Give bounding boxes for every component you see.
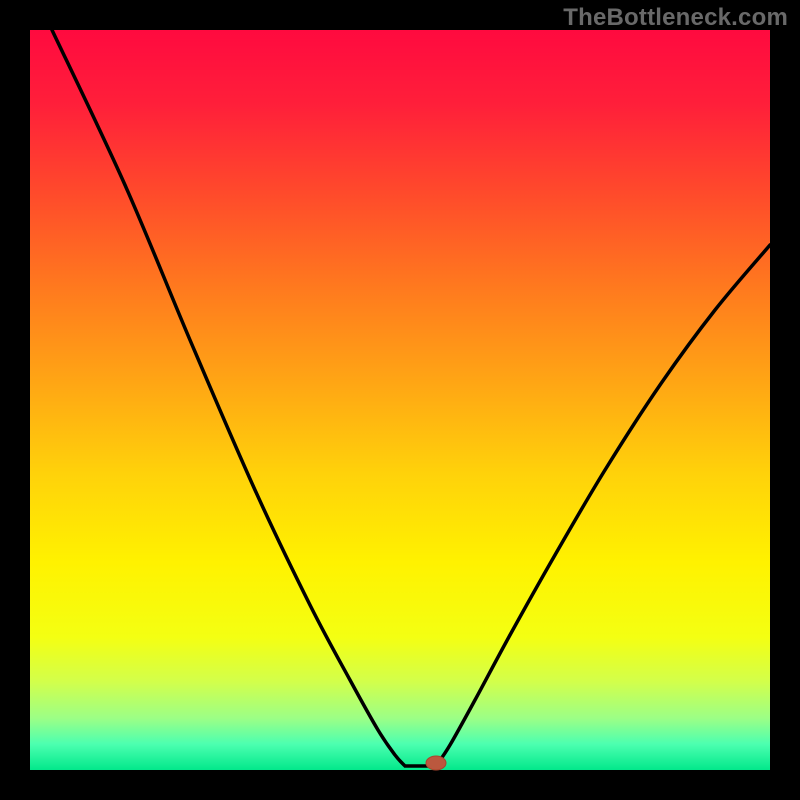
chart-root: TheBottleneck.com [0, 0, 800, 800]
bottleneck-chart [0, 0, 800, 800]
watermark-text: TheBottleneck.com [563, 4, 788, 32]
optimum-marker [426, 756, 446, 770]
gradient-background [30, 30, 770, 770]
